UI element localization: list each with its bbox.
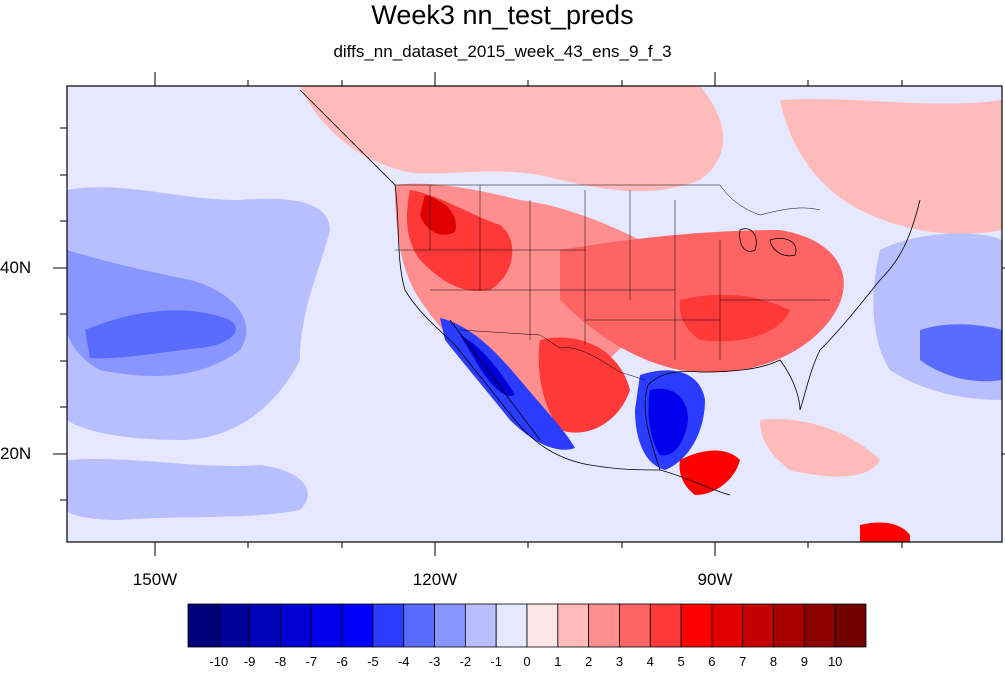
- lat-label-40n: 40N: [0, 258, 32, 277]
- colorbar-label: 6: [708, 654, 716, 669]
- colorbar-swatch: [526, 603, 559, 648]
- colorbar-label: 0: [523, 654, 531, 669]
- colorbar-label: 4: [646, 654, 654, 669]
- gulf-negative-core: [648, 388, 688, 456]
- colorbar-swatch: [619, 603, 651, 648]
- colorbar-label: 7: [739, 654, 747, 669]
- colorbar-swatch: [803, 603, 836, 648]
- colorbar-swatch: [403, 603, 435, 648]
- colorbar: [187, 603, 867, 648]
- colorbar-swatch: [557, 603, 590, 648]
- colorbar-swatch: [834, 603, 867, 648]
- state-borders: [395, 184, 830, 381]
- colorbar-swatch: [310, 603, 343, 648]
- us-mexico-border: [459, 329, 646, 381]
- colorbar-swatch: [495, 603, 528, 648]
- central-america-positive: [679, 450, 740, 495]
- figure-subtitle: diffs_nn_dataset_2015_week_43_ens_9_f_3: [333, 42, 672, 61]
- colorbar-label: 5: [677, 654, 685, 669]
- colorbar-label: 8: [769, 654, 778, 669]
- us-canada-border: [395, 184, 821, 216]
- colorbar-swatch: [280, 603, 312, 648]
- colorbar-swatch: [588, 603, 620, 648]
- north-positive-east: [780, 98, 1002, 234]
- baja-coastline: [449, 319, 541, 441]
- colorbar-swatch: [773, 603, 805, 648]
- colorbar-label: -5: [367, 654, 379, 669]
- great-lakes: [739, 228, 797, 257]
- colorbar-label: 2: [585, 654, 593, 669]
- colorbar-label: 1: [554, 654, 562, 669]
- caribbean-positive: [760, 419, 880, 477]
- southeast-positive: [860, 522, 910, 542]
- baja-negative-core: [460, 335, 515, 396]
- figure-title: Week3 nn_test_preds: [371, 0, 634, 30]
- colorbar-swatch: [341, 603, 374, 648]
- lon-ticks: [154, 72, 903, 556]
- colorbar-label: -7: [305, 654, 318, 669]
- colorbar-label: -1: [490, 654, 502, 669]
- lon-label-150w: 150W: [132, 570, 178, 589]
- pacific-negative-core: [85, 310, 236, 359]
- colorbar-swatch: [649, 603, 682, 648]
- colorbar-swatch: [434, 603, 466, 648]
- us-northwest-core: [420, 195, 456, 235]
- colorbar-label: -9: [243, 654, 256, 669]
- canada-positive: [300, 86, 724, 192]
- colorbar-swatch: [711, 603, 744, 648]
- lon-label-120w: 120W: [412, 570, 458, 589]
- colorbar-label: 9: [800, 654, 808, 669]
- colorbar-swatch: [372, 603, 405, 648]
- colorbar-label: 3: [615, 654, 624, 669]
- anomaly-field: [67, 86, 1002, 542]
- colorbar-swatch: [742, 603, 774, 648]
- us-southeast-strong: [679, 294, 790, 342]
- atlantic-negative-core: [920, 324, 1002, 382]
- lat-label-20n: 20N: [0, 444, 32, 463]
- colorbar-swatch: [187, 603, 220, 648]
- colorbar-label: -8: [274, 654, 287, 669]
- colorbar-label: -3: [428, 654, 441, 669]
- colorbar-swatch: [249, 603, 281, 648]
- colorbar-label: -2: [459, 654, 472, 669]
- state-lines: [395, 185, 830, 360]
- lon-label-90w: 90W: [697, 570, 733, 589]
- colorbar-label: -10: [209, 654, 229, 669]
- texas-positive: [538, 337, 630, 433]
- pacific-south-negative: [67, 458, 308, 520]
- colorbar-swatch: [680, 603, 713, 648]
- colorbar-swatch: [218, 603, 251, 648]
- colorbar-label: 10: [827, 654, 843, 669]
- colorbar-label: -6: [336, 654, 348, 669]
- colorbar-swatch: [464, 603, 497, 648]
- colorbar-label: -4: [397, 654, 410, 669]
